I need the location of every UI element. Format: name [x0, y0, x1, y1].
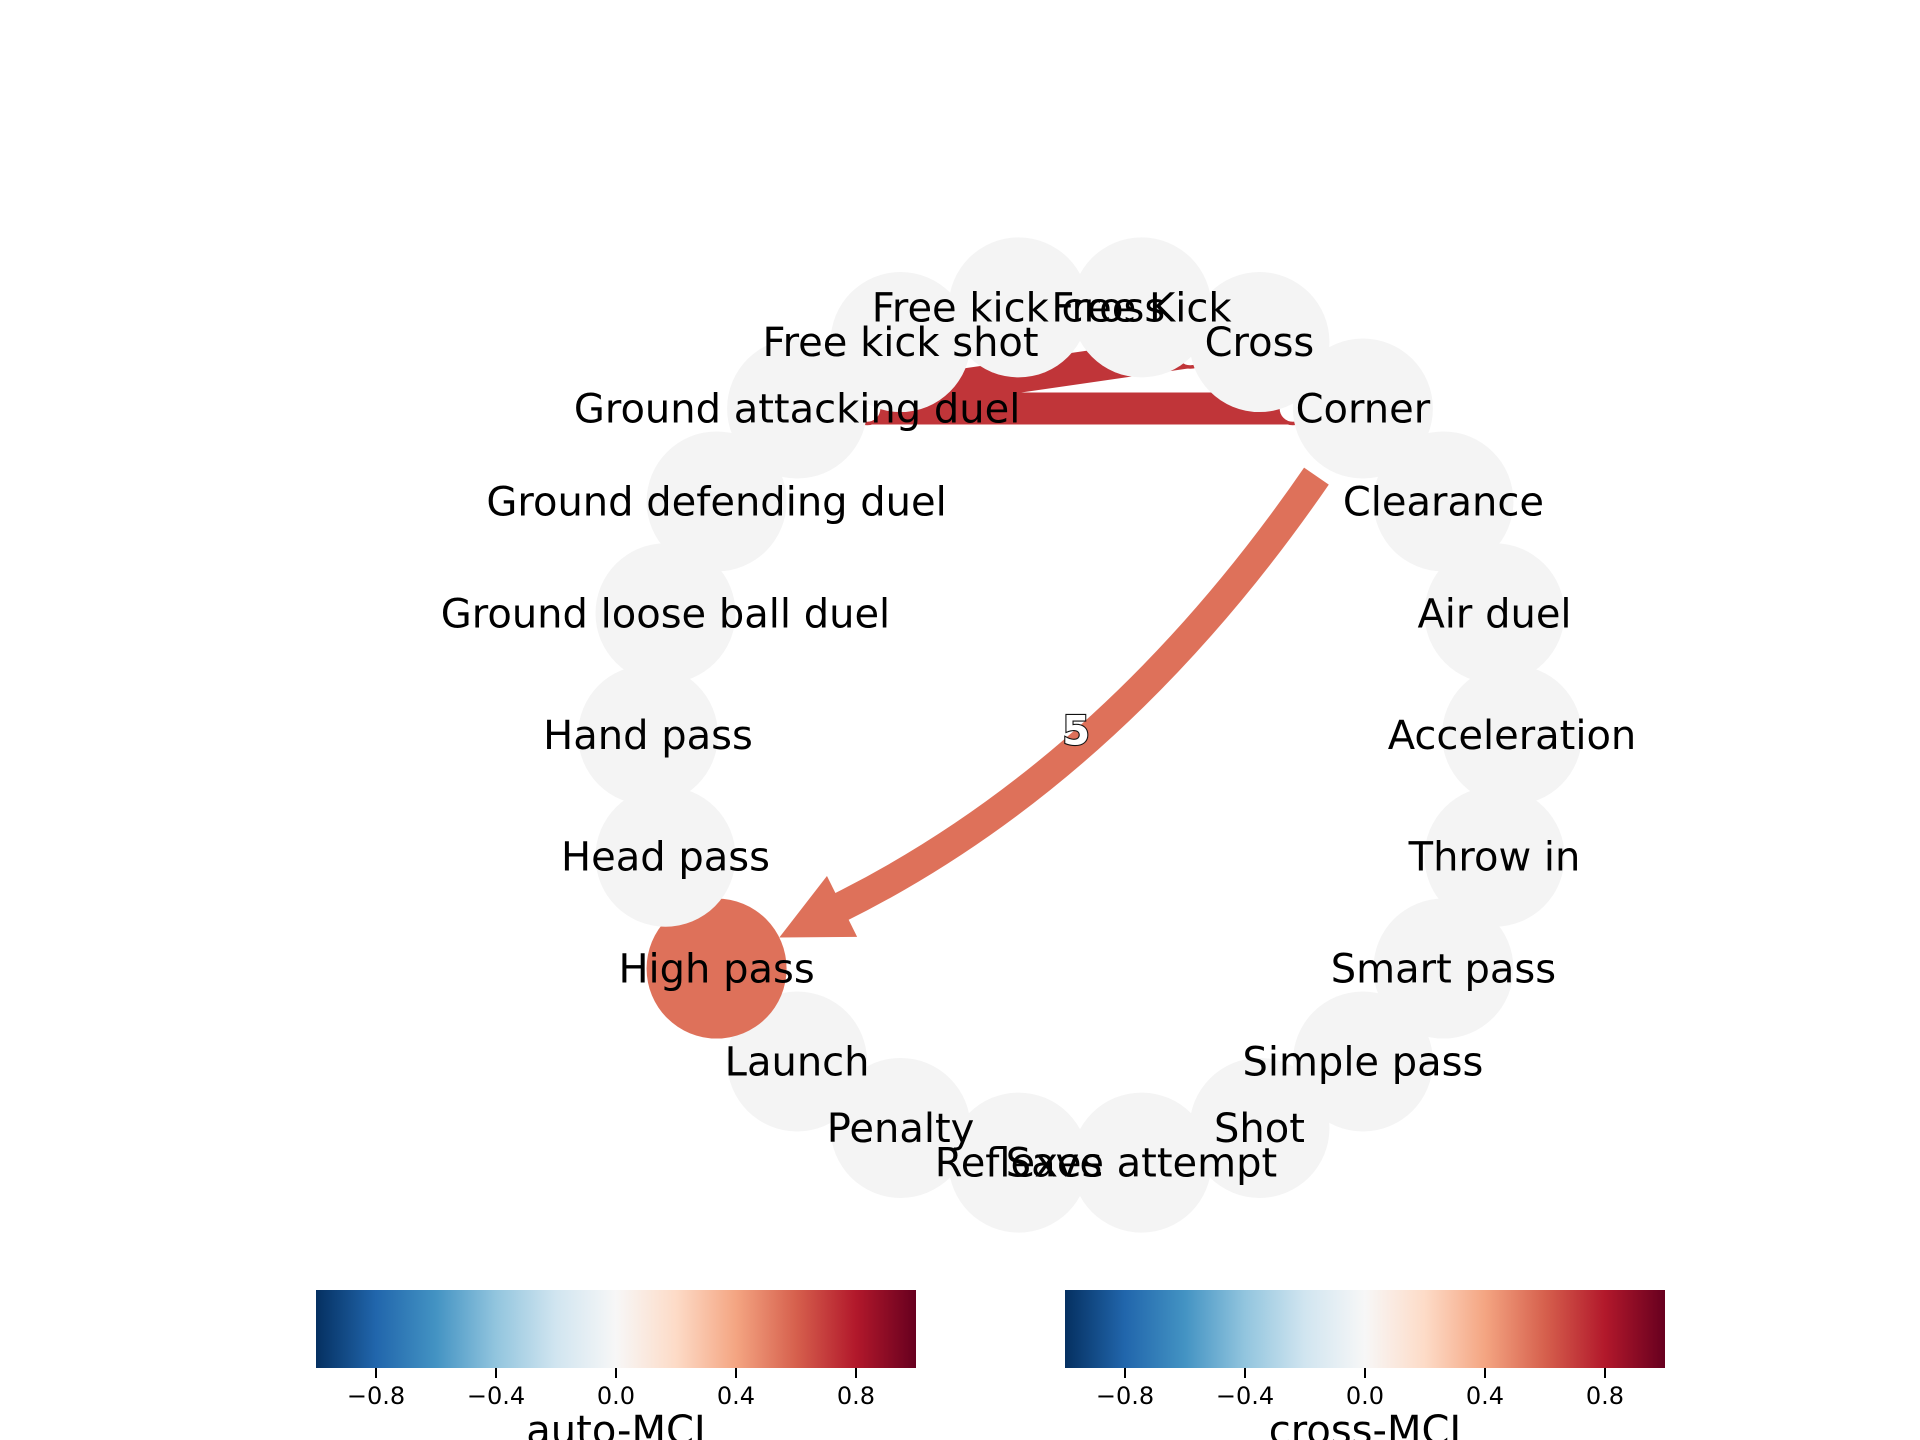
node-smart-pass: [1373, 898, 1514, 1039]
node-label-launch: Launch: [725, 1039, 870, 1085]
nodes-layer: [578, 237, 1582, 1233]
link-corner-to-high-pass-arrowhead: [779, 875, 858, 938]
colorbar-cross-label: cross-MCI: [1269, 1408, 1461, 1440]
node-free-kick-shot: [830, 272, 971, 413]
node-high-pass: [646, 898, 787, 1039]
colorbar-auto-tick-label: −0.8: [347, 1382, 405, 1410]
node-label-cross: Cross: [1205, 320, 1315, 366]
colorbar-cross-gradient: [1065, 1290, 1665, 1368]
node-label-head-pass: Head pass: [561, 835, 770, 881]
node-label-hand-pass: Hand pass: [543, 713, 753, 759]
node-reflexes: [948, 1092, 1089, 1233]
node-clearance: [1373, 431, 1514, 572]
node-ground-defending-duel: [646, 431, 787, 572]
node-head-pass: [595, 786, 736, 927]
node-label-save-attempt: Save attempt: [1006, 1141, 1277, 1187]
node-label-reflexes: Reflexes: [935, 1141, 1103, 1187]
colorbar-cross: −0.8 −0.4 0.0 0.4 0.8 cross-MCI: [1065, 1290, 1665, 1440]
node-label-corner: Corner: [1296, 387, 1431, 433]
node-label-penalty: Penalty: [827, 1106, 975, 1152]
node-label-free-kick: Free Kick: [1051, 285, 1232, 331]
node-shot: [1189, 1057, 1330, 1198]
node-ground-loose-ball-duel: [595, 543, 736, 684]
node-acceleration: [1442, 665, 1582, 805]
node-penalty: [830, 1057, 971, 1198]
node-label-free-kick-shot: Free kick shot: [762, 320, 1038, 366]
node-cross: [1189, 272, 1330, 413]
colorbar-auto-label: auto-MCI: [526, 1408, 705, 1440]
colorbar-auto-tick-label: 0.8: [837, 1382, 875, 1410]
node-label-simple-pass: Simple pass: [1242, 1039, 1483, 1085]
node-label-acceleration: Acceleration: [1388, 713, 1637, 759]
node-label-free-kick-cross: Free kick cross: [872, 285, 1165, 331]
node-label-throw-in: Throw in: [1408, 835, 1581, 881]
node-corner: [1292, 338, 1433, 479]
node-save-attempt: [1071, 1092, 1212, 1233]
node-label-clearance: Clearance: [1343, 479, 1544, 525]
node-label-high-pass: High pass: [618, 947, 814, 993]
colorbar-auto-tick-label: 0.0: [597, 1382, 635, 1410]
node-label-smart-pass: Smart pass: [1331, 947, 1556, 993]
colorbar-cross-tick-label: −0.8: [1096, 1382, 1154, 1410]
node-throw-in: [1424, 786, 1565, 927]
link-corner-to-high-pass-lag-label: 5: [1062, 709, 1090, 755]
colorbar-cross-tick-label: 0.8: [1586, 1382, 1624, 1410]
node-air-duel: [1424, 543, 1565, 684]
node-ground-attacking-duel: [727, 338, 868, 479]
colorbar-auto-tick-label: 0.4: [717, 1382, 755, 1410]
colorbar-cross-tick-label: 0.4: [1466, 1382, 1504, 1410]
node-label-shot: Shot: [1214, 1106, 1305, 1152]
colorbar-cross-tick-label: 0.0: [1346, 1382, 1384, 1410]
colorbar-layer: −0.8 −0.4 0.0 0.4 0.8 auto-MCI −0.8 −0.4 0.0 0.4 0…: [316, 1290, 1665, 1440]
node-simple-pass: [1292, 991, 1433, 1132]
node-hand-pass: [578, 665, 718, 805]
node-label-ground-attacking-duel: Ground attacking duel: [574, 387, 1020, 433]
node-launch: [727, 991, 868, 1132]
colorbar-auto-gradient: [316, 1290, 916, 1368]
node-free-kick-cross: [948, 237, 1089, 378]
node-label-ground-loose-ball-duel: Ground loose ball duel: [441, 591, 890, 637]
colorbar-auto: −0.8 −0.4 0.0 0.4 0.8 auto-MCI: [316, 1290, 916, 1440]
node-label-ground-defending-duel: Ground defending duel: [486, 479, 946, 525]
node-free-kick: [1071, 237, 1212, 378]
colorbar-cross-tick-label: −0.4: [1216, 1382, 1274, 1410]
node-label-air-duel: Air duel: [1417, 591, 1571, 637]
colorbar-auto-tick-label: −0.4: [467, 1382, 525, 1410]
link-corner-to-high-pass: [830, 467, 1329, 923]
